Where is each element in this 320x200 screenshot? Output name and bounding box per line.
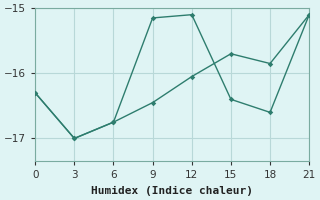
X-axis label: Humidex (Indice chaleur): Humidex (Indice chaleur) [91, 186, 253, 196]
